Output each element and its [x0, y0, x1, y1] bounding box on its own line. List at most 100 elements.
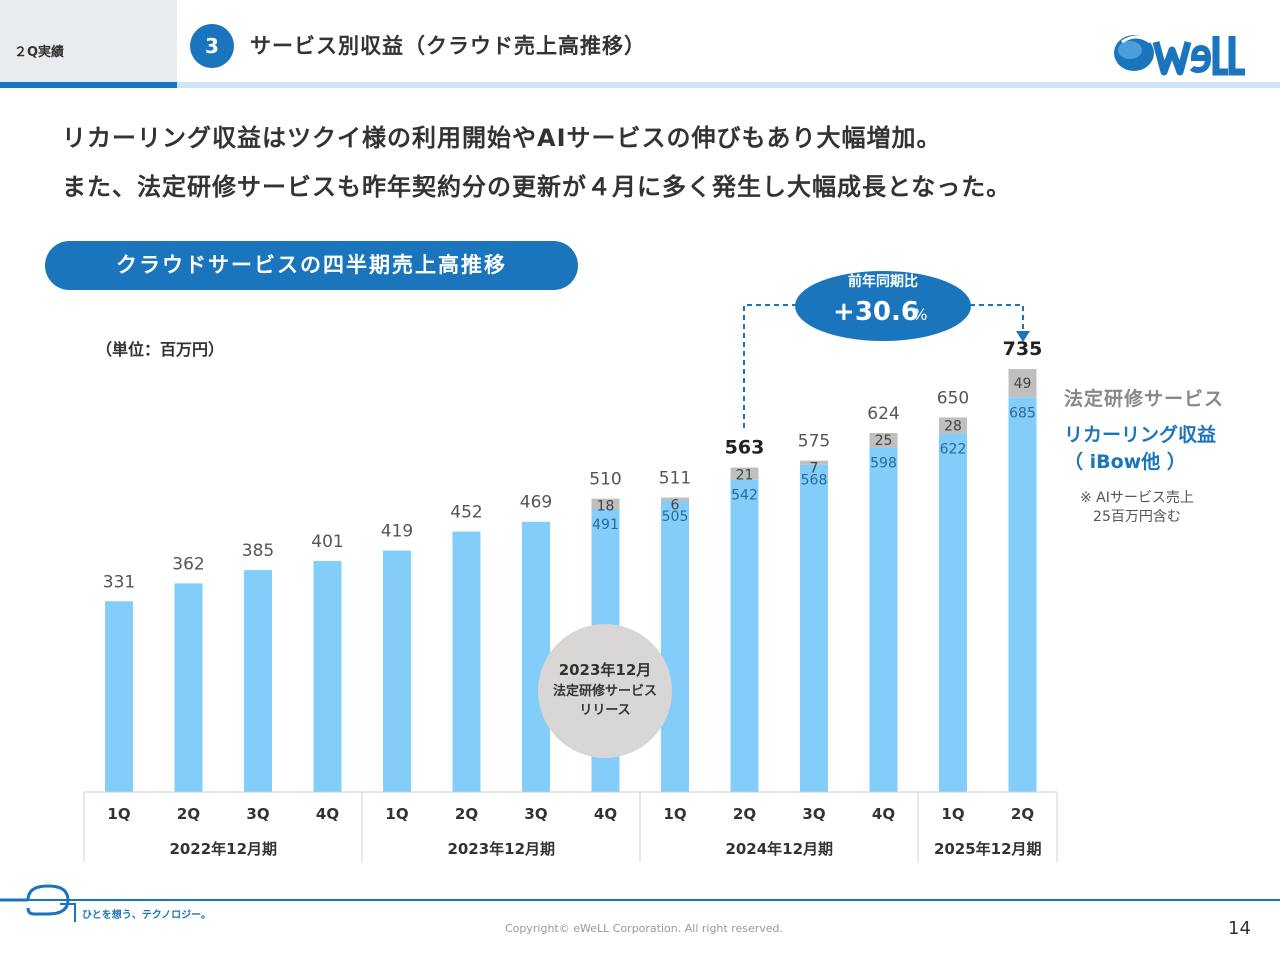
quarter-tick-label: 4Q [872, 805, 895, 823]
bar-recurring [244, 570, 272, 792]
footer-e-logo-icon [0, 884, 76, 922]
header-bar-active [0, 82, 177, 88]
total-value-label: 452 [450, 503, 482, 523]
bar-recurring [174, 583, 203, 792]
total-value-label: 510 [589, 470, 621, 490]
yoy-arrow-icon [1016, 331, 1030, 342]
total-value-label: 575 [798, 432, 830, 452]
recurring-value-label: 491 [592, 517, 619, 533]
bar-recurring [522, 521, 550, 792]
release-line-3: リリース [579, 703, 630, 718]
bar-recurring [105, 601, 133, 792]
legal-value-label: 6 [671, 498, 680, 514]
total-value-label: 362 [172, 554, 204, 574]
bar-legal-training [1008, 369, 1037, 398]
total-value-label: 735 [1003, 338, 1043, 360]
bar-recurring [730, 479, 759, 792]
bar-legal-training [661, 497, 689, 501]
unit-label: （単位：百万円） [96, 340, 225, 359]
quarter-tick-label: 2Q [733, 805, 756, 823]
quarter-tick-label: 2Q [177, 805, 200, 823]
quarter-tick-label: 1Q [385, 805, 408, 823]
yoy-value: +30.6 [833, 297, 919, 327]
quarter-tick-label: 2Q [1011, 805, 1034, 823]
legend-note-line-2: 25百万円含む [1093, 509, 1181, 525]
section-label: ２Q実績 [14, 45, 65, 60]
bar-legal-training [591, 498, 620, 510]
total-value-label: 469 [520, 493, 552, 513]
legend-legal-training: 法定研修サービス [1064, 388, 1225, 410]
yoy-label: 前年同期比 [848, 273, 918, 290]
section-tab: ２Q実績 [0, 0, 177, 88]
bar-recurring [1008, 397, 1037, 792]
section-number-badge: 3 [190, 24, 234, 68]
total-value-label: 511 [659, 469, 691, 489]
quarter-tick-label: 1Q [941, 805, 964, 823]
legal-value-label: 18 [597, 499, 615, 515]
yoy-connector-right [970, 304, 1024, 332]
legal-value-label: 28 [944, 419, 962, 435]
fiscal-year-label: 2024年12月期 [725, 840, 833, 858]
legend-recurring-sub: （ iBow他 ） [1064, 451, 1186, 473]
recurring-value-label: 685 [1009, 405, 1036, 421]
legal-value-label: 21 [736, 468, 754, 484]
recurring-value-label: 622 [940, 442, 967, 458]
page-title: サービス別収益（クラウド売上高推移） [250, 34, 646, 58]
bar-legal-training [730, 467, 759, 480]
legend-note: ※ AIサービス売上 25百万円含む [1080, 489, 1194, 527]
quarter-tick-label: 4Q [316, 805, 339, 823]
total-value-label: 650 [937, 388, 969, 408]
fiscal-year-label: 2023年12月期 [447, 840, 555, 858]
quarter-tick-label: 3Q [246, 805, 269, 823]
total-value-label: 385 [242, 541, 274, 561]
recurring-value-label: 505 [662, 509, 689, 525]
bar-recurring [869, 447, 898, 792]
quarter-tick-label: 4Q [594, 805, 617, 823]
lead-text-2: また、法定研修サービスも昨年契約分の更新が４月に多く発生し大幅成長となった。 [62, 173, 1012, 201]
legend-recurring-label: リカーリング収益 [1064, 424, 1217, 446]
quarter-tick-label: 1Q [107, 805, 130, 823]
recurring-value-label: 568 [801, 473, 828, 489]
bar-recurring [939, 433, 967, 792]
total-value-label: 331 [103, 572, 135, 592]
header-bar [177, 82, 1280, 88]
bar-legal-training [800, 460, 828, 465]
yoy-suffix: % [912, 305, 927, 324]
quarter-tick-label: 3Q [802, 805, 825, 823]
page-number: 14 [1228, 918, 1251, 939]
chart-heading: クラウドサービスの四半期売上高推移 [45, 241, 578, 290]
legal-value-label: 49 [1014, 376, 1032, 392]
total-value-label: 419 [381, 522, 413, 542]
footer-copyright: Copyright© eWeLL Corporation. All right … [505, 922, 784, 935]
legend-recurring: リカーリング収益 （ iBow他 ） [1064, 422, 1216, 476]
bar-legal-training [869, 432, 898, 448]
release-circle [538, 624, 672, 758]
bar-recurring [800, 464, 828, 792]
quarter-tick-label: 2Q [455, 805, 478, 823]
bar-recurring [661, 500, 689, 792]
lead-text-1: リカーリング収益はツクイ様の利用開始やAIサービスの伸びもあり大幅増加。 [62, 124, 942, 152]
footer-divider [0, 899, 1280, 901]
recurring-value-label: 598 [870, 455, 897, 471]
bar-recurring [452, 531, 481, 792]
legal-value-label: 25 [875, 433, 893, 449]
yoy-connector-left [743, 304, 800, 428]
legal-value-label: 7 [810, 461, 819, 477]
bar-recurring [313, 560, 342, 792]
release-callout: 2023年12月 法定研修サービス リリース [538, 624, 672, 758]
ewell-logo-icon [1114, 35, 1245, 76]
legend-note-line-1: ※ AIサービス売上 [1080, 490, 1194, 506]
total-value-label: 401 [311, 532, 343, 552]
yoy-ellipse [795, 271, 971, 341]
bar-legal-training [939, 417, 967, 434]
release-line-1: 2023年12月 [559, 661, 652, 679]
fiscal-year-label: 2025年12月期 [934, 840, 1042, 858]
fiscal-year-label: 2022年12月期 [169, 840, 277, 858]
total-value-label: 563 [725, 437, 765, 459]
total-value-label: 624 [867, 404, 899, 424]
recurring-value-label: 542 [731, 488, 758, 504]
yoy-callout: 前年同期比 +30.6 % [743, 271, 1030, 428]
footer-tagline: ひとを想う、テクノロジー。 [82, 910, 211, 921]
quarter-tick-label: 3Q [524, 805, 547, 823]
